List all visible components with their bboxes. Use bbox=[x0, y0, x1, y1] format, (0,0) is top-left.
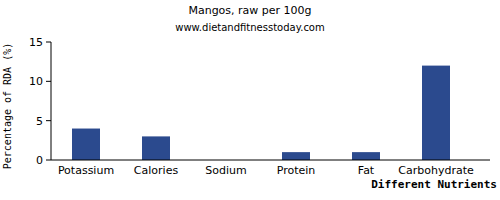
bar bbox=[282, 152, 310, 160]
x-tick-label: Sodium bbox=[205, 164, 246, 177]
bar bbox=[72, 129, 100, 160]
y-tick-label: 0 bbox=[36, 154, 43, 167]
x-tick-label: Potassium bbox=[58, 164, 114, 177]
y-tick bbox=[46, 160, 51, 161]
y-tick bbox=[46, 42, 51, 43]
y-tick bbox=[46, 81, 51, 82]
x-axis-label: Different Nutrients bbox=[371, 178, 497, 191]
x-axis bbox=[51, 160, 490, 161]
chart: Mangos, raw per 100g www.dietandfitnessto… bbox=[0, 0, 500, 200]
y-tick-label: 5 bbox=[36, 115, 43, 128]
title: Mangos, raw per 100g bbox=[188, 4, 311, 17]
y-axis bbox=[51, 42, 52, 160]
x-tick-label: Protein bbox=[277, 164, 316, 177]
subtitle: www.dietandfitnesstoday.com bbox=[175, 22, 324, 33]
bar bbox=[142, 136, 170, 160]
bars bbox=[72, 66, 450, 160]
y-tick-label: 10 bbox=[29, 75, 43, 88]
x-tick-label: Calories bbox=[134, 164, 179, 177]
y-axis-label: Percentage of RDA (%) bbox=[2, 43, 13, 169]
x-tick-label: Fat bbox=[358, 164, 375, 177]
bar bbox=[422, 66, 450, 160]
x-tick-label: Carbohydrate bbox=[398, 164, 474, 177]
y-tick-label: 15 bbox=[29, 36, 43, 49]
bar bbox=[352, 152, 380, 160]
y-tick bbox=[46, 120, 51, 121]
